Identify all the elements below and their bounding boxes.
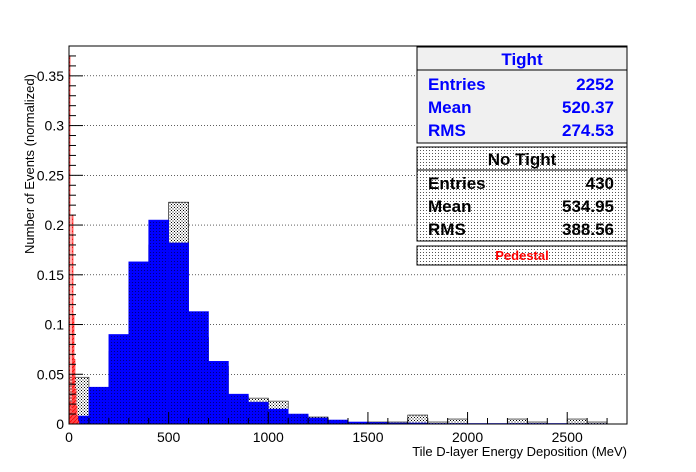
- stats-label-mean: Mean: [428, 98, 471, 117]
- y-tick-label: 0.05: [37, 366, 64, 382]
- y-tick-label: 0.1: [45, 317, 65, 333]
- series-pedestal: [68, 55, 80, 425]
- stats-label-entries: Entries: [428, 174, 486, 193]
- legend-pedestal: Pedestal: [416, 245, 628, 266]
- bar-tight: [168, 242, 189, 425]
- stats-value-rms: 274.53: [562, 121, 614, 140]
- bar-tight: [208, 361, 229, 425]
- bar-tight: [248, 401, 269, 425]
- stats-label-rms: RMS: [428, 220, 466, 239]
- y-axis-title: Number of Events (normalized): [22, 74, 37, 254]
- x-tick-label: 2500: [552, 429, 583, 445]
- stats-value-mean: 520.37: [562, 98, 614, 117]
- stats-box-tight: Tight Entries 2252 Mean 520.37 RMS 274.5…: [416, 46, 628, 144]
- stats-label-entries: Entries: [428, 75, 486, 94]
- x-tick-label: 0: [65, 429, 73, 445]
- bar-no-tight: [566, 418, 588, 425]
- bar-tight: [287, 413, 309, 425]
- bar-tight: [108, 334, 130, 425]
- x-tick-label: 2000: [452, 429, 483, 445]
- bar-tight: [88, 386, 110, 425]
- x-tick-label: 500: [157, 429, 181, 445]
- bar-tight: [267, 408, 289, 425]
- bar-no-tight: [407, 414, 429, 425]
- stats-value-entries: 2252: [576, 75, 614, 94]
- bar-tight: [188, 311, 209, 425]
- bar-tight: [307, 417, 329, 425]
- y-tick-label: 0.25: [37, 167, 64, 183]
- bar-tight: [327, 419, 349, 425]
- x-tick-label: 1000: [253, 429, 284, 445]
- stats-label-mean: Mean: [428, 197, 471, 216]
- stats-box-no-tight: No Tight Entries 430 Mean 534.95 RMS 388…: [416, 146, 628, 242]
- stats-value-entries: 430: [586, 174, 614, 193]
- bar-tight: [228, 393, 249, 425]
- stats-value-mean: 534.95: [562, 197, 614, 216]
- y-tick-label: 0.15: [37, 267, 64, 283]
- stats-title-no-tight: No Tight: [488, 150, 557, 169]
- stats-label-rms: RMS: [428, 121, 466, 140]
- series-tight: [68, 219, 608, 425]
- x-tick-label: 1500: [352, 429, 383, 445]
- y-tick-label: 0.35: [37, 68, 64, 84]
- stats-value-rms: 388.56: [562, 220, 614, 239]
- stats-title-tight: Tight: [501, 50, 543, 69]
- y-tick-label: 0.2: [45, 217, 65, 233]
- y-tick-label: 0: [56, 416, 64, 432]
- y-axis: 0 0.05 0.1 0.15 0.2 0.25 0.3 0.35: [37, 55, 83, 432]
- x-axis-title: Tile D-layer Energy Deposition (MeV): [412, 444, 627, 459]
- legend-label-pedestal: Pedestal: [495, 248, 548, 263]
- bar-tight: [128, 261, 150, 425]
- x-axis: 0 500 1000 1500 2000 2500: [65, 412, 628, 445]
- bar-tight: [148, 219, 169, 425]
- y-tick-label: 0.3: [45, 118, 65, 134]
